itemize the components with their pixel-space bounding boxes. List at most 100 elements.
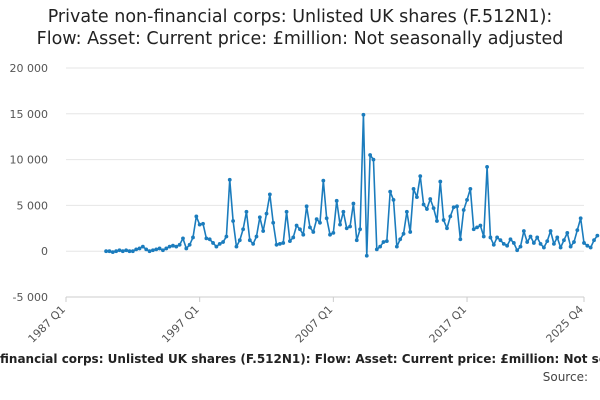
data-point bbox=[498, 238, 503, 243]
data-point bbox=[531, 241, 536, 245]
data-point bbox=[441, 218, 446, 222]
data-point bbox=[257, 215, 262, 220]
data-point bbox=[388, 189, 393, 194]
data-point bbox=[161, 248, 165, 253]
data-point bbox=[411, 187, 416, 191]
data-point bbox=[234, 244, 239, 249]
data-point bbox=[394, 244, 399, 249]
data-point bbox=[124, 248, 129, 253]
data-point bbox=[418, 174, 423, 178]
data-point bbox=[334, 198, 339, 203]
data-point bbox=[471, 227, 476, 232]
data-point bbox=[364, 253, 369, 258]
data-point bbox=[147, 249, 152, 254]
data-point bbox=[475, 225, 479, 230]
data-point bbox=[478, 223, 483, 228]
data-point bbox=[137, 246, 142, 251]
data-point bbox=[194, 214, 199, 219]
data-point bbox=[381, 240, 386, 244]
data-point bbox=[401, 231, 406, 236]
data-point bbox=[267, 192, 272, 197]
chart-title: Private non-financial corps: Unlisted UK… bbox=[0, 6, 600, 50]
data-point bbox=[368, 153, 373, 157]
data-point bbox=[311, 230, 316, 234]
data-point bbox=[505, 243, 510, 248]
data-point bbox=[164, 246, 169, 251]
data-point bbox=[207, 237, 212, 242]
data-point bbox=[241, 227, 246, 232]
data-point bbox=[331, 230, 336, 235]
y-tick-label: 15 000 bbox=[10, 108, 49, 121]
data-point bbox=[134, 247, 139, 252]
data-point bbox=[211, 241, 215, 245]
data-point bbox=[281, 241, 286, 245]
data-point bbox=[555, 235, 560, 240]
data-point bbox=[458, 237, 463, 242]
data-point bbox=[314, 217, 319, 222]
data-point bbox=[344, 226, 349, 231]
data-point bbox=[521, 229, 526, 233]
data-point bbox=[204, 236, 209, 241]
data-point bbox=[421, 202, 426, 207]
data-point bbox=[465, 198, 469, 202]
data-point bbox=[384, 239, 389, 244]
data-point bbox=[508, 237, 513, 242]
data-point bbox=[277, 241, 282, 246]
data-point bbox=[301, 232, 306, 237]
data-point bbox=[515, 248, 520, 253]
y-tick-label: 10 000 bbox=[10, 154, 49, 167]
data-point bbox=[358, 227, 362, 232]
data-point bbox=[251, 241, 256, 246]
data-point bbox=[485, 165, 489, 169]
data-point bbox=[348, 224, 352, 229]
y-tick-label: 0 bbox=[41, 245, 48, 258]
data-point bbox=[117, 248, 122, 253]
data-point bbox=[308, 225, 312, 230]
x-tick-label: 1987 Q1 bbox=[26, 303, 69, 346]
data-point bbox=[445, 226, 449, 231]
data-point bbox=[451, 205, 456, 210]
chart-title-line-2: Flow: Asset: Current price: £million: No… bbox=[36, 29, 564, 49]
data-point bbox=[425, 207, 429, 211]
y-tick-label: -5 000 bbox=[13, 291, 48, 304]
data-point bbox=[114, 249, 119, 254]
data-point bbox=[154, 247, 159, 252]
series-layer bbox=[104, 112, 600, 258]
data-point bbox=[408, 230, 413, 234]
data-point bbox=[338, 222, 342, 227]
data-point bbox=[592, 238, 596, 243]
data-point bbox=[578, 216, 583, 221]
data-point bbox=[455, 204, 459, 209]
data-point bbox=[181, 236, 185, 241]
chart-title-line-1: Private non-financial corps: Unlisted UK… bbox=[47, 7, 553, 27]
data-point bbox=[227, 177, 232, 182]
data-point bbox=[562, 238, 566, 243]
data-point bbox=[518, 244, 523, 249]
data-point bbox=[341, 209, 346, 214]
data-point bbox=[197, 222, 202, 227]
data-point bbox=[157, 246, 162, 251]
data-point bbox=[247, 238, 252, 243]
tick-labels: -5 000 0 5 000 10 000 15 000 20 000 1987 Q1 199… bbox=[10, 62, 587, 345]
data-point bbox=[167, 244, 172, 249]
data-point bbox=[374, 247, 379, 252]
data-point bbox=[140, 244, 145, 249]
x-tick-label: 1997 Q1 bbox=[159, 303, 202, 346]
x-tick-label: 2025 Q4 bbox=[544, 303, 587, 346]
data-point bbox=[110, 250, 115, 255]
data-point bbox=[588, 245, 593, 250]
data-point bbox=[214, 244, 219, 249]
data-point bbox=[575, 228, 580, 233]
data-point bbox=[304, 204, 309, 209]
data-point bbox=[491, 242, 496, 247]
data-point bbox=[107, 249, 112, 254]
data-point bbox=[321, 178, 326, 183]
data-point bbox=[187, 242, 192, 247]
x-tick-label: 2007 Q1 bbox=[293, 303, 336, 346]
y-tick-label: 20 000 bbox=[10, 62, 49, 75]
data-point bbox=[261, 229, 266, 233]
data-point bbox=[177, 242, 182, 247]
data-point bbox=[171, 243, 175, 248]
data-point bbox=[461, 208, 466, 212]
